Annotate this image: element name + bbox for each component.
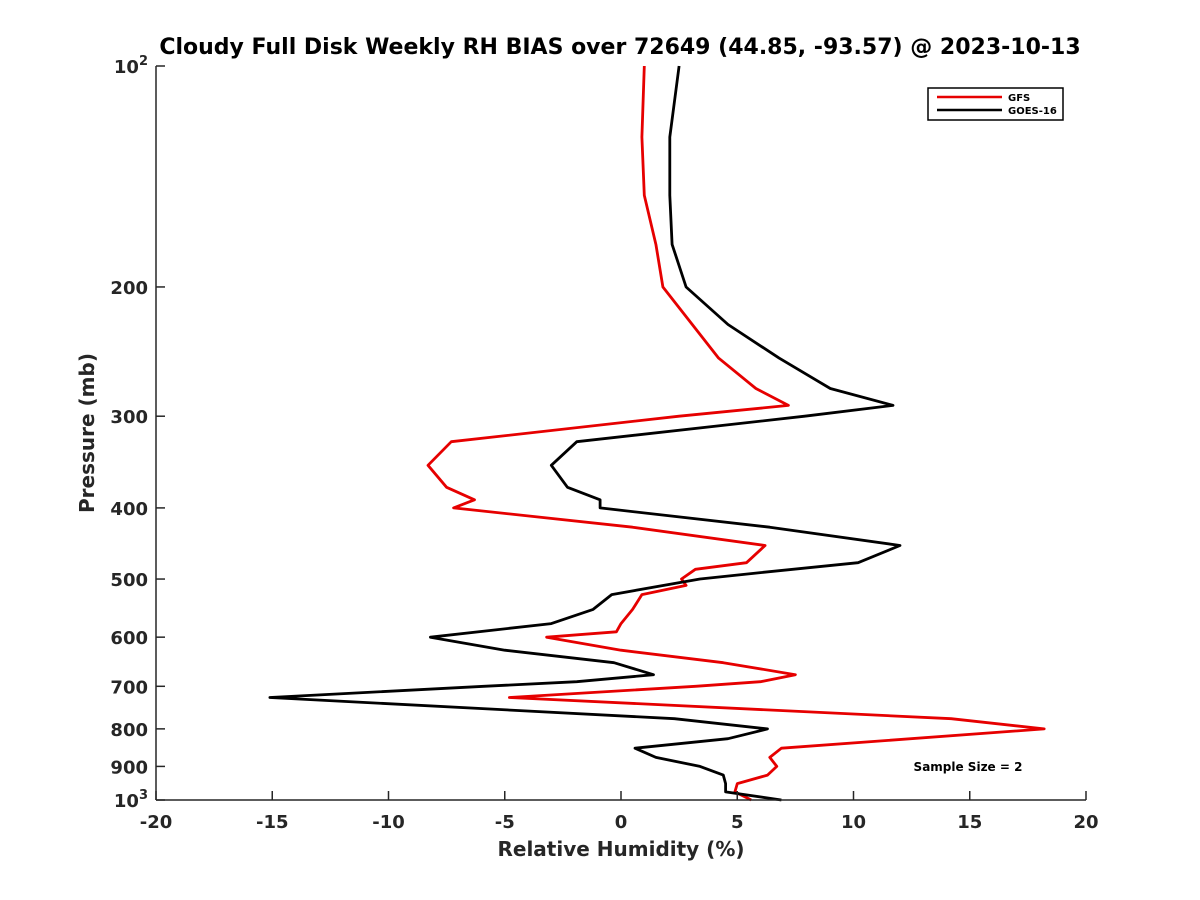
- x-tick-label: 20: [1073, 812, 1098, 833]
- series-line-goes-16: [268, 65, 902, 802]
- x-tick-label: -20: [140, 812, 173, 833]
- y-tick-label: 900: [110, 757, 148, 778]
- y-tick-label: 600: [110, 628, 148, 649]
- y-tick-label: 300: [110, 407, 148, 428]
- x-tick-label: -5: [495, 812, 515, 833]
- series-layer: [268, 65, 1046, 802]
- y-tick-label: 102: [114, 54, 148, 78]
- y-tick-exponent: 3: [139, 788, 148, 803]
- y-tick-exponent: 2: [139, 54, 148, 69]
- x-tick-label: 5: [731, 812, 744, 833]
- y-tick-label: 200: [110, 278, 148, 299]
- y-tick-label: 700: [110, 677, 148, 698]
- legend: GFS GOES-16: [927, 87, 1064, 121]
- series-line-gfs: [426, 65, 1046, 802]
- x-tick-label: -15: [256, 812, 289, 833]
- x-tick-label: 15: [957, 812, 982, 833]
- legend-box: [927, 87, 1064, 121]
- x-tick-label: 0: [615, 812, 628, 833]
- sample-size-annotation: Sample Size = 2: [914, 760, 1023, 774]
- y-tick-label: 500: [110, 570, 148, 591]
- x-ticks: -20 -15 -10 -5 0 5 10 15 20: [140, 791, 1099, 833]
- chart-title: Cloudy Full Disk Weekly RH BIAS over 726…: [159, 35, 1080, 60]
- x-tick-label: 10: [841, 812, 866, 833]
- y-tick-label: 103: [114, 788, 148, 812]
- legend-label-gfs: GFS: [1008, 93, 1030, 104]
- y-tick-label: 800: [110, 720, 148, 741]
- x-axis-label: Relative Humidity (%): [497, 837, 744, 861]
- y-axis-label: Pressure (mb): [75, 353, 99, 513]
- legend-label-goes-16: GOES-16: [1008, 106, 1057, 117]
- y-ticks: 102 200 300 400 500 600 700 800 900 103: [110, 54, 165, 812]
- y-tick-label: 400: [110, 499, 148, 520]
- x-tick-label: -10: [372, 812, 405, 833]
